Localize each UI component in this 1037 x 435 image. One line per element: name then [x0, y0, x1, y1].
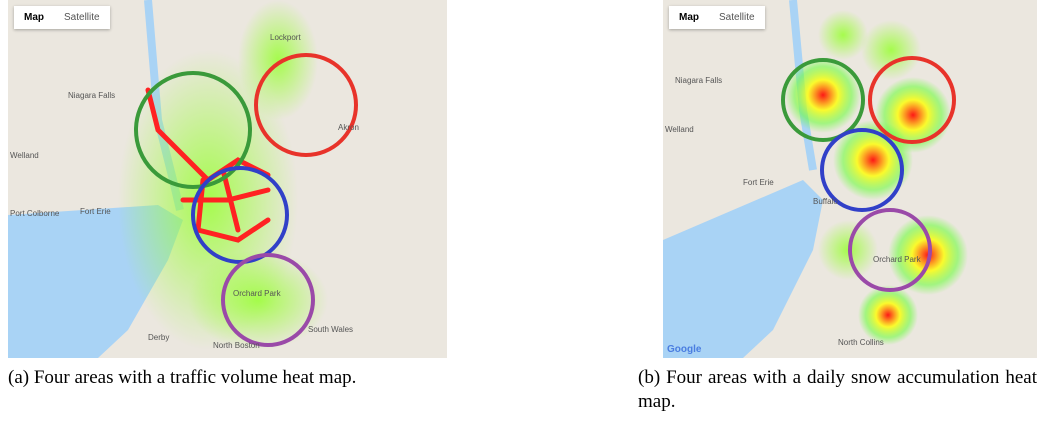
- tab[interactable]: Map: [679, 12, 699, 23]
- tab[interactable]: Satellite: [719, 12, 755, 23]
- map-type-tabs: Map Satellite: [14, 6, 110, 29]
- map-b: Niagara Falls Welland Buffalo Fort Erie …: [663, 0, 1037, 358]
- area-circle: [221, 253, 315, 347]
- lake: [663, 180, 823, 358]
- place-label: Orchard Park: [873, 255, 922, 264]
- panel-a: Niagara Falls Welland Port Colborne Fort…: [8, 0, 447, 435]
- map-type-tabs: Map Satellite: [669, 6, 765, 29]
- panel-b: Niagara Falls Welland Buffalo Fort Erie …: [638, 0, 1037, 435]
- area-circle: [848, 208, 932, 292]
- google-logo: Google: [667, 344, 702, 355]
- place-label: Welland: [665, 125, 694, 134]
- place-label: Port Colborne: [10, 209, 60, 218]
- place-label: Niagara Falls: [675, 76, 722, 85]
- area-circle: [781, 58, 865, 142]
- place-label: North Boston: [213, 341, 260, 350]
- place-label: Fort Erie: [743, 178, 774, 187]
- area-circle: [134, 71, 252, 189]
- place-label: South Wales: [308, 325, 353, 334]
- snow-heat: [785, 10, 968, 345]
- place-label: Lockport: [270, 33, 301, 42]
- area-circle: [820, 128, 904, 212]
- place-label: Akron: [338, 123, 359, 132]
- area-circle: [868, 56, 956, 144]
- area-circle: [191, 166, 289, 264]
- place-label: North Collins: [838, 338, 884, 347]
- traffic-heat: [118, 0, 328, 350]
- place-label: Derby: [148, 333, 169, 342]
- area-circle: [254, 53, 358, 157]
- place-label: Niagara Falls: [68, 91, 115, 100]
- place-label: Buffalo: [813, 197, 838, 206]
- map-a: Niagara Falls Welland Port Colborne Fort…: [8, 0, 447, 358]
- tab[interactable]: Map: [24, 12, 44, 23]
- place-label: Welland: [10, 151, 39, 160]
- caption: (b) Four areas with a daily snow accumul…: [638, 367, 1037, 412]
- tab[interactable]: Satellite: [64, 12, 100, 23]
- place-label: Orchard Park: [233, 289, 282, 298]
- place-label: Fort Erie: [80, 207, 111, 216]
- caption: (a) Four areas with a traffic volume hea…: [8, 367, 357, 388]
